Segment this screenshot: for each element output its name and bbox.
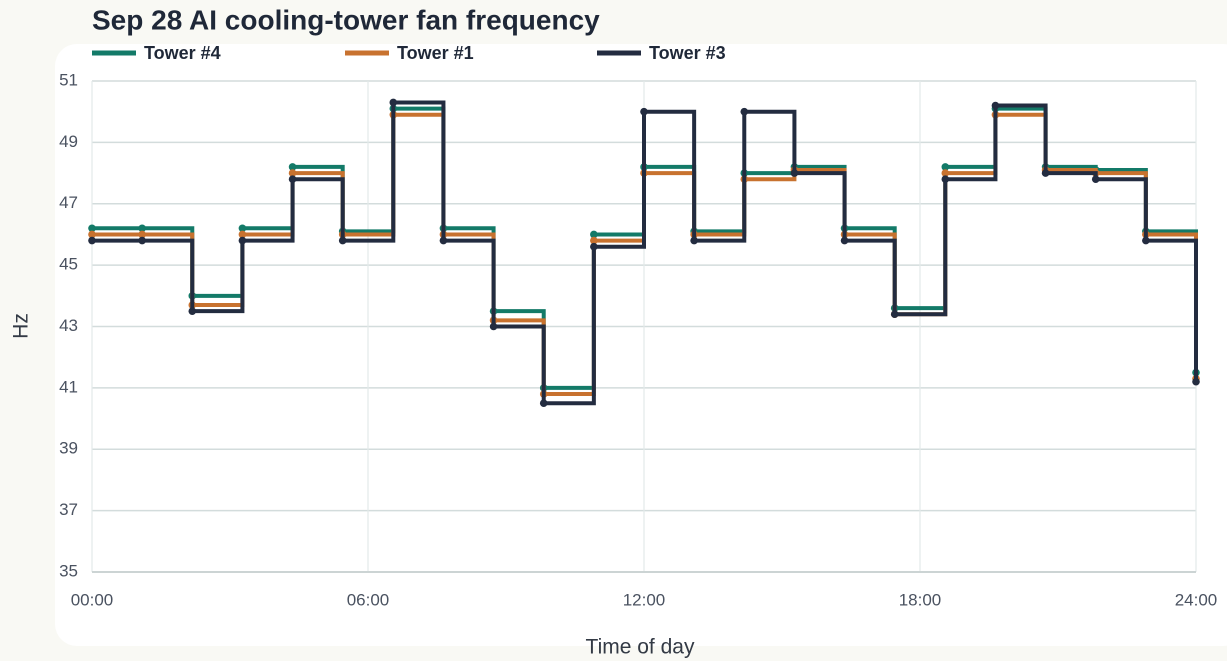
point [238, 224, 247, 233]
point [1041, 169, 1050, 177]
point [941, 169, 950, 177]
point [590, 230, 598, 239]
series-line [92, 100, 1198, 406]
point [1142, 236, 1150, 245]
point [288, 169, 297, 177]
x-axis-label: Time of day [586, 636, 695, 659]
series-line [92, 106, 1198, 390]
point [138, 230, 146, 239]
point [1192, 377, 1200, 386]
point [88, 236, 96, 245]
point [991, 101, 1000, 110]
y-tick-label: 51 [59, 70, 78, 89]
point [288, 175, 297, 183]
point [88, 230, 96, 239]
point [138, 224, 146, 233]
y-tick-label: 37 [59, 500, 78, 519]
point [941, 163, 950, 171]
point [389, 98, 398, 107]
point [740, 107, 749, 116]
legend-label: Tower #4 [144, 43, 221, 63]
point [590, 236, 598, 245]
y-tick-label: 35 [59, 561, 78, 580]
point [288, 163, 297, 171]
point [138, 236, 146, 245]
point [188, 307, 197, 315]
card [55, 44, 1227, 646]
x-tick-label: 00:00 [71, 590, 114, 609]
point [238, 230, 247, 239]
legend-label: Tower #1 [397, 43, 474, 63]
point [941, 175, 950, 183]
point [439, 236, 448, 245]
x-tick-label: 12:00 [623, 590, 666, 609]
y-axis-label: Hz [10, 313, 33, 339]
point [590, 242, 598, 251]
point [489, 322, 498, 331]
y-tick-label: 43 [59, 316, 78, 335]
point [790, 169, 799, 177]
x-tick-label: 18:00 [899, 590, 942, 609]
x-tick-label: 24:00 [1175, 590, 1218, 609]
point [88, 224, 96, 233]
legend-label: Tower #3 [649, 43, 726, 63]
point [840, 236, 849, 245]
y-tick-label: 47 [59, 193, 78, 212]
point [640, 107, 648, 116]
point [890, 310, 899, 319]
point [338, 236, 347, 245]
point [1091, 175, 1100, 183]
x-tick-label: 06:00 [347, 590, 390, 609]
y-tick-label: 41 [59, 377, 78, 396]
series-line [92, 112, 1198, 397]
point [539, 399, 548, 408]
y-tick-label: 49 [59, 132, 78, 151]
point [238, 236, 247, 245]
chart-title: Sep 28 AI cooling-tower fan frequency [92, 4, 600, 35]
y-tick-label: 45 [59, 255, 78, 274]
y-tick-label: 39 [59, 439, 78, 458]
point [690, 236, 698, 245]
